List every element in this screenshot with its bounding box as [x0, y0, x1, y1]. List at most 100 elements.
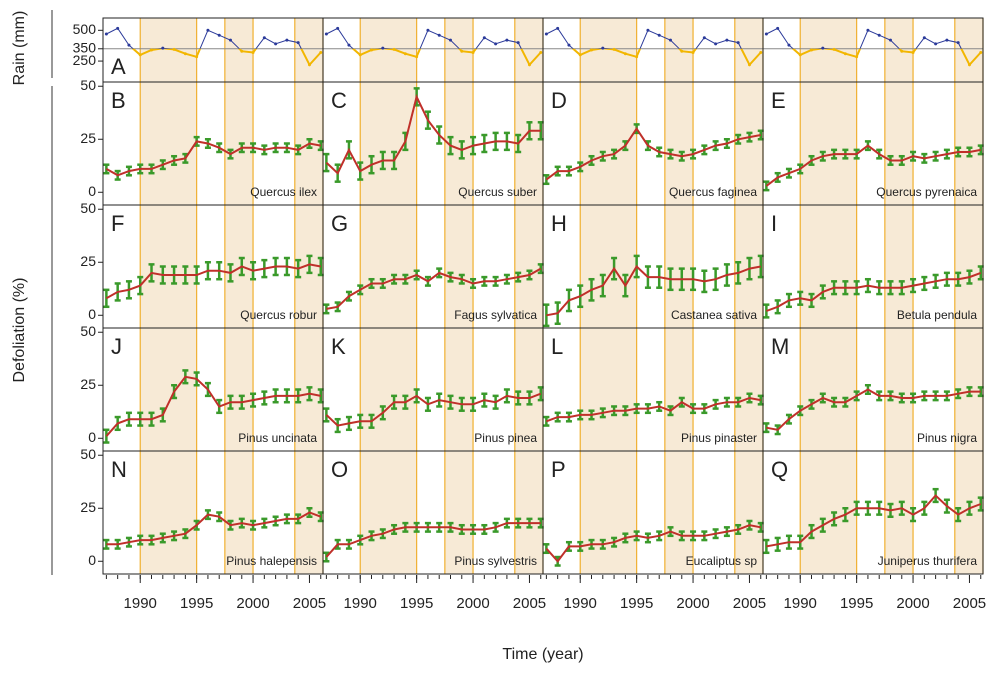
rain-point: [262, 36, 266, 40]
y-tick-label: 250: [73, 52, 97, 68]
rain-line: [326, 27, 542, 66]
shaded-period: [224, 451, 254, 574]
rain-point: [764, 32, 768, 36]
mean-line: [545, 524, 761, 563]
y-tick-label: 25: [80, 130, 96, 146]
rain-point: [307, 63, 311, 67]
panel-label: A: [111, 54, 126, 79]
rain-line: [766, 27, 982, 66]
shaded-period: [664, 451, 694, 574]
rain-point: [956, 41, 960, 45]
shaded-period: [444, 205, 474, 328]
rain-point: [866, 28, 870, 32]
rain-point: [776, 26, 780, 30]
shaded-period: [734, 451, 763, 574]
rain-point: [370, 48, 374, 52]
rain-point: [460, 49, 464, 53]
species-name: Quercus faginea: [669, 185, 757, 199]
shaded-period: [140, 328, 197, 451]
rain-point: [448, 38, 452, 42]
rain-point: [206, 28, 210, 32]
x-tick-label: 2005: [953, 595, 986, 612]
rain-point: [680, 49, 684, 53]
rain-point: [358, 53, 362, 57]
panel-label: G: [331, 211, 348, 236]
species-name: Pinus sylvestris: [454, 554, 537, 568]
shaded-period: [884, 205, 914, 328]
species-name: Pinus uncinata: [238, 431, 317, 445]
mean-line: [766, 494, 982, 548]
rain-point: [251, 50, 255, 54]
x-tick-label: 1990: [784, 595, 817, 612]
x-tick-label: 1995: [180, 595, 213, 612]
species-name: Quercus pyrenaica: [876, 185, 977, 199]
rain-point: [217, 33, 221, 37]
rain-point: [934, 42, 938, 46]
rain-point: [392, 47, 396, 51]
rain-point: [195, 55, 199, 59]
shaded-period: [580, 18, 637, 82]
rain-below-line: [571, 48, 762, 67]
rain-point: [437, 33, 441, 37]
panel-label: E: [771, 88, 786, 113]
panel-label: L: [551, 334, 563, 359]
rain-point: [336, 26, 340, 30]
y-tick-label: 25: [80, 499, 96, 515]
rain-point: [578, 53, 582, 57]
y-tick-label: 25: [80, 376, 96, 392]
shaded-period: [800, 18, 857, 82]
rain-point: [471, 50, 475, 54]
shaded-period: [444, 451, 474, 574]
panel-border: [762, 450, 984, 575]
shaded-period: [140, 82, 197, 205]
panel-label: P: [551, 457, 566, 482]
shaded-period: [514, 328, 543, 451]
x-tick-label: 1990: [124, 595, 157, 612]
panel-label: F: [111, 211, 124, 236]
panel-label: J: [111, 334, 122, 359]
shaded-period: [360, 205, 417, 328]
rain-point: [161, 46, 165, 50]
shaded-period: [884, 82, 914, 205]
rain-point: [426, 28, 430, 32]
rain-point: [138, 53, 142, 57]
species-name: Pinus nigra: [917, 431, 977, 445]
species-name: Pinus halepensis: [226, 554, 317, 568]
panel-label: B: [111, 88, 126, 113]
rain-point: [855, 55, 859, 59]
panel-label: M: [771, 334, 789, 359]
mean-line: [766, 388, 981, 431]
shaded-period: [884, 18, 914, 82]
rain-point: [759, 50, 763, 54]
mean-line: [105, 140, 321, 177]
panel-label: C: [331, 88, 347, 113]
rain-point: [646, 28, 650, 32]
rain-point: [104, 32, 108, 36]
mean-line: [325, 522, 541, 558]
y-tick-label: 500: [73, 21, 97, 37]
mean-line: [545, 126, 761, 181]
species-name: Quercus ilex: [250, 185, 317, 199]
rain-point: [888, 38, 892, 42]
mean-line: [325, 93, 541, 175]
panel-label: O: [331, 457, 348, 482]
rain-point: [274, 42, 278, 46]
rain-line: [546, 27, 762, 66]
shaded-period: [514, 205, 543, 328]
shaded-period: [800, 328, 857, 451]
rain-point: [714, 42, 718, 46]
rain-point: [668, 38, 672, 42]
rain-point: [979, 50, 983, 54]
rain-point: [556, 26, 560, 30]
rain-point: [381, 46, 385, 50]
shaded-period: [360, 18, 417, 82]
y-tick-label: 350: [73, 39, 97, 55]
rain-point: [967, 63, 971, 67]
shaded-period: [444, 328, 474, 451]
shaded-period: [580, 82, 637, 205]
x-tick-label: 1990: [564, 595, 597, 612]
species-name: Quercus suber: [458, 185, 537, 199]
x-axis-label: Time (year): [502, 646, 583, 663]
y-tick-label: 50: [80, 77, 96, 93]
